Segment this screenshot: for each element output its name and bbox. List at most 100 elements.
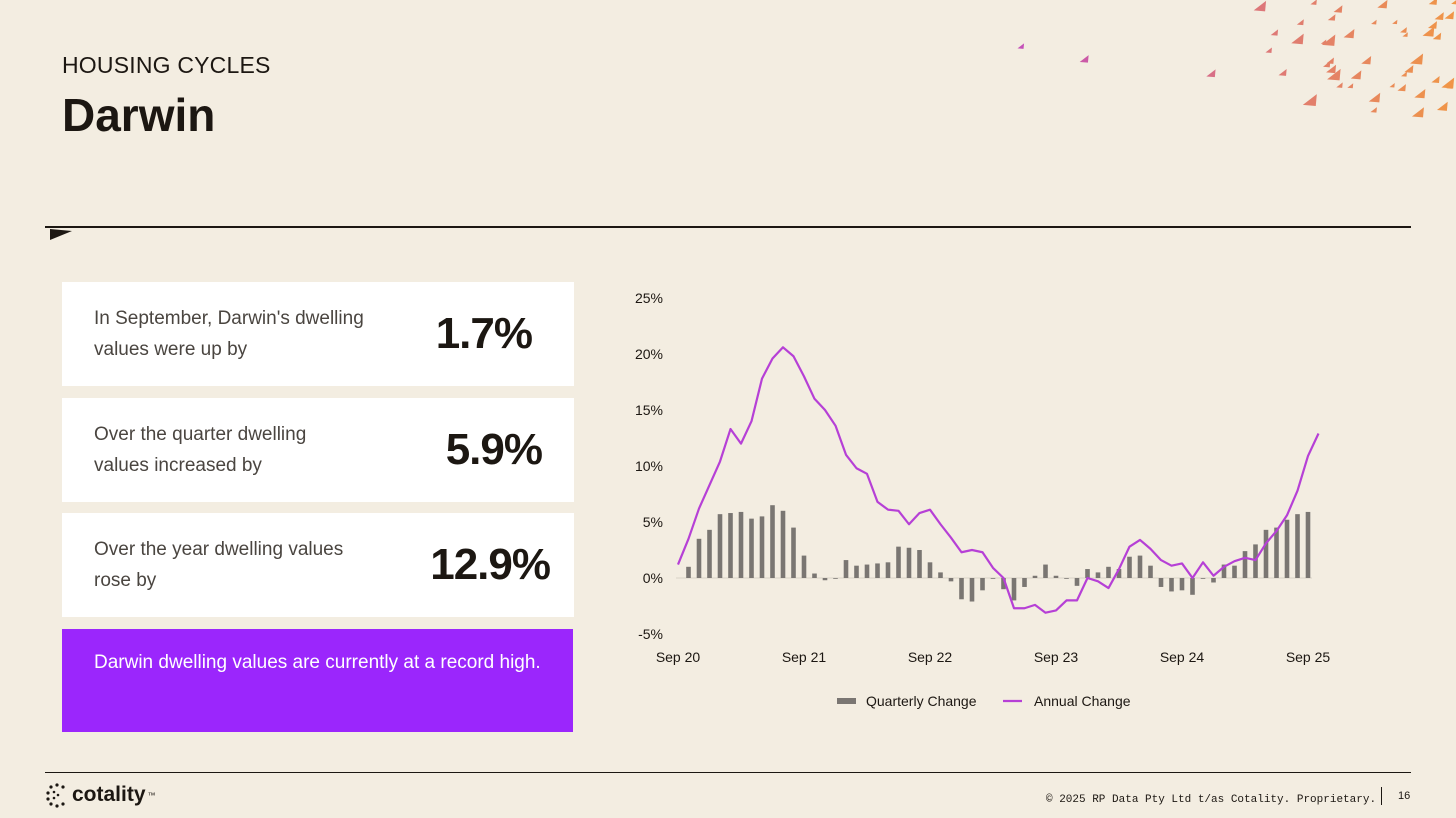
stat-text: In September, Darwin's dwelling values w… bbox=[94, 308, 364, 360]
quarterly-bar bbox=[1295, 514, 1300, 578]
quarterly-bar bbox=[759, 516, 765, 578]
quarterly-bar bbox=[728, 513, 733, 578]
quarterly-bar bbox=[1085, 569, 1090, 578]
x-tick-label: Sep 22 bbox=[908, 649, 953, 665]
quarterly-bar bbox=[749, 518, 754, 578]
quarterly-bar bbox=[906, 547, 912, 578]
decorative-triangle bbox=[1389, 83, 1395, 88]
y-tick-label: -5% bbox=[638, 626, 663, 642]
decorative-triangle bbox=[1206, 69, 1216, 78]
quarterly-bar bbox=[990, 578, 996, 579]
top-divider bbox=[45, 226, 1411, 228]
decorative-triangle bbox=[1326, 64, 1337, 74]
quarterly-bar bbox=[959, 578, 964, 600]
decorative-triangle bbox=[1371, 19, 1377, 25]
quarterly-bar bbox=[738, 511, 744, 578]
legend-label-quarterly: Quarterly Change bbox=[866, 693, 977, 709]
cotality-logo-icon bbox=[46, 783, 65, 808]
decorative-triangle bbox=[1320, 39, 1327, 45]
quarterly-bar bbox=[770, 505, 775, 578]
quarterly-bar bbox=[1064, 578, 1069, 579]
decorative-triangle bbox=[1321, 34, 1336, 46]
decorative-triangle bbox=[1377, 0, 1388, 9]
decorative-triangle bbox=[1361, 56, 1372, 65]
decorative-triangle bbox=[1270, 29, 1279, 36]
quarterly-bar bbox=[917, 550, 922, 578]
decorative-triangle bbox=[1397, 84, 1406, 92]
decorative-triangle bbox=[1017, 43, 1025, 49]
quarterly-bar bbox=[1200, 578, 1206, 579]
stat-value: 5.9% bbox=[445, 425, 543, 474]
decorative-triangle bbox=[1422, 26, 1435, 37]
quarterly-bar bbox=[1148, 565, 1153, 578]
decorative-triangle bbox=[1431, 76, 1440, 83]
quarterly-bar bbox=[854, 565, 859, 578]
section-label: HOUSING CYCLES bbox=[62, 52, 271, 78]
x-tick-label: Sep 20 bbox=[656, 649, 701, 665]
decorative-triangle bbox=[1278, 68, 1287, 76]
page-title: Darwin bbox=[62, 89, 216, 141]
decorative-triangle bbox=[1347, 83, 1354, 89]
decorative-triangle bbox=[1336, 82, 1343, 88]
page-number: 16 bbox=[1398, 790, 1411, 802]
y-tick-label: 20% bbox=[635, 346, 663, 362]
decorative-triangle bbox=[1326, 57, 1334, 64]
quarterly-bar bbox=[1106, 566, 1111, 578]
stat-card-monthly: In September, Darwin's dwelling values w… bbox=[62, 282, 574, 386]
decorative-triangle bbox=[1370, 107, 1377, 113]
quarterly-bar bbox=[1043, 564, 1048, 578]
quarterly-bar bbox=[1221, 564, 1227, 578]
annual-change-line bbox=[676, 346, 1320, 614]
quarterly-bar bbox=[1022, 578, 1027, 587]
decorative-triangle bbox=[1446, 83, 1453, 89]
legend-label-annual: Annual Change bbox=[1034, 693, 1131, 709]
quarterly-bar bbox=[1053, 575, 1059, 578]
decorative-triangle bbox=[1392, 19, 1398, 25]
y-tick-label: 5% bbox=[643, 514, 663, 530]
decorative-triangle bbox=[1265, 47, 1272, 53]
decorative-triangle bbox=[1414, 88, 1426, 99]
decorative-triangle bbox=[1400, 27, 1407, 33]
decorative-triangle bbox=[1427, 21, 1437, 29]
quarterly-bar bbox=[1263, 529, 1269, 578]
stat-card-annual: Over the year dwelling values rose by 12… bbox=[62, 513, 574, 617]
decorative-triangle bbox=[1410, 53, 1424, 65]
quarterly-bar bbox=[822, 578, 828, 581]
quarterly-bar bbox=[1032, 575, 1038, 578]
quarterly-bar bbox=[1211, 578, 1216, 583]
decorative-triangle bbox=[1436, 101, 1448, 111]
quarterly-bar bbox=[1127, 556, 1132, 578]
footer-separator bbox=[1381, 787, 1382, 805]
quarterly-bar bbox=[1232, 565, 1237, 578]
decorative-triangle bbox=[1368, 92, 1381, 103]
quarterly-bar bbox=[1190, 578, 1195, 595]
quarterly-bar bbox=[1158, 578, 1164, 587]
quarterly-bar bbox=[833, 578, 838, 579]
quarterly-bar bbox=[696, 538, 702, 578]
legend-swatch-quarterly bbox=[837, 698, 856, 704]
decorative-triangle bbox=[1402, 32, 1408, 37]
brand-logo: cotality ™ bbox=[44, 782, 156, 808]
y-tick-label: 0% bbox=[643, 570, 663, 586]
decorative-triangle bbox=[1327, 14, 1336, 21]
stat-card-quarterly: Over the quarter dwelling values increas… bbox=[62, 398, 574, 502]
quarterly-bar bbox=[1001, 578, 1006, 590]
decorative-triangle bbox=[1291, 33, 1304, 45]
decorative-triangle bbox=[1404, 65, 1414, 73]
quarterly-bar bbox=[980, 578, 985, 591]
y-tick-label: 10% bbox=[635, 458, 663, 474]
stat-value: 12.9% bbox=[430, 540, 551, 589]
quarterly-bar bbox=[1169, 578, 1174, 592]
quarterly-bar bbox=[780, 510, 786, 578]
stat-value: 1.7% bbox=[435, 309, 533, 358]
quarterly-bar bbox=[896, 546, 901, 578]
stat-text: Over the quarter dwelling values increas… bbox=[94, 424, 307, 476]
copyright-notice: © 2025 RP Data Pty Ltd t/as Cotality. Pr… bbox=[1046, 794, 1377, 806]
decorative-triangle bbox=[1434, 12, 1444, 20]
quarterly-bar bbox=[686, 566, 691, 578]
bottom-divider bbox=[45, 772, 1411, 773]
decorative-triangle bbox=[1079, 55, 1089, 63]
quarterly-bar bbox=[1179, 578, 1185, 591]
quarterly-bar bbox=[1305, 511, 1311, 578]
quarterly-bar bbox=[1242, 551, 1248, 578]
